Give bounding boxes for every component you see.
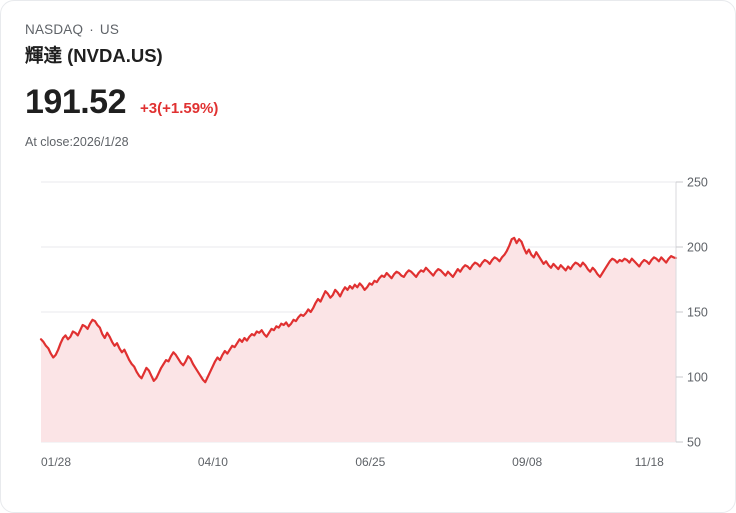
svg-text:200: 200 xyxy=(687,241,708,255)
chart-area-fill xyxy=(41,237,676,442)
svg-text:04/10: 04/10 xyxy=(198,455,228,469)
svg-text:150: 150 xyxy=(687,306,708,320)
price-chart[interactable]: 250 200 150 100 50 01/28 04/10 06/25 09/08 11/18 xyxy=(1,169,736,479)
price-chart-svg[interactable]: 250 200 150 100 50 01/28 04/10 06/25 09/08 11/18 xyxy=(1,169,736,479)
chart-x-tick-labels: 01/28 04/10 06/25 09/08 11/18 xyxy=(41,455,664,469)
svg-text:09/08: 09/08 xyxy=(512,455,542,469)
svg-text:50: 50 xyxy=(687,436,701,450)
chart-y-tick-labels: 250 200 150 100 50 xyxy=(687,176,708,450)
svg-text:100: 100 xyxy=(687,371,708,385)
svg-text:06/25: 06/25 xyxy=(355,455,385,469)
last-price: 191.52 xyxy=(25,83,127,121)
price-change: +3(+1.59%) xyxy=(140,100,219,117)
chart-line xyxy=(39,236,678,384)
instrument-title: 輝達 (NVDA.US) xyxy=(25,45,163,66)
quote-row: 191.52 +3(+1.59%) xyxy=(25,83,685,121)
exchange-region-line: NASDAQ · US xyxy=(25,21,685,39)
chart-y-axis xyxy=(675,181,683,443)
svg-text:01/28: 01/28 xyxy=(41,455,71,469)
market-status: At close:2026/1/28 xyxy=(25,135,129,149)
exchange-label: NASDAQ xyxy=(25,22,84,37)
separator-dot: · xyxy=(89,22,94,37)
quote-header: NASDAQ · US 輝達 (NVDA.US) 191.52 +3(+1.59%)… xyxy=(25,21,685,150)
svg-text:250: 250 xyxy=(687,176,708,190)
svg-text:11/18: 11/18 xyxy=(635,455,664,469)
region-label: US xyxy=(99,22,120,37)
